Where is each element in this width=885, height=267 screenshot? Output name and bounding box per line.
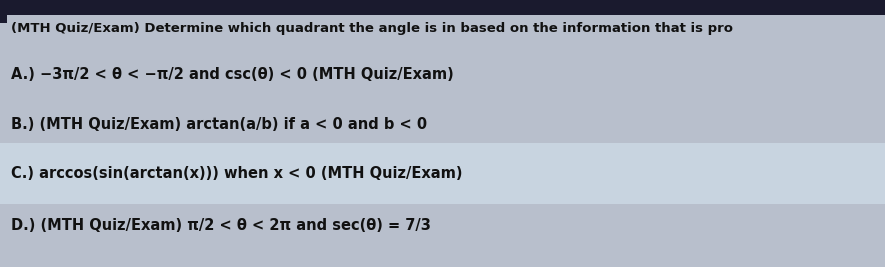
Text: (MTH Quiz/Exam) Determine which quadrant the angle is in based on the informatio: (MTH Quiz/Exam) Determine which quadrant… [11,22,733,34]
Text: C.) arccos(sin(arctan(x))) when x < 0 (MTH Quiz/Exam): C.) arccos(sin(arctan(x))) when x < 0 (M… [11,166,462,181]
FancyBboxPatch shape [0,0,7,23]
FancyBboxPatch shape [0,0,885,15]
FancyBboxPatch shape [0,143,885,204]
Text: D.) (MTH Quiz/Exam) π/2 < θ < 2π and sec(θ) = 7/3: D.) (MTH Quiz/Exam) π/2 < θ < 2π and sec… [11,218,430,233]
Text: B.) (MTH Quiz/Exam) arctan(a/b) if a < 0 and b < 0: B.) (MTH Quiz/Exam) arctan(a/b) if a < 0… [11,117,427,132]
Text: A.) −3π/2 < θ < −π/2 and csc(θ) < 0 (MTH Quiz/Exam): A.) −3π/2 < θ < −π/2 and csc(θ) < 0 (MTH… [11,67,453,82]
